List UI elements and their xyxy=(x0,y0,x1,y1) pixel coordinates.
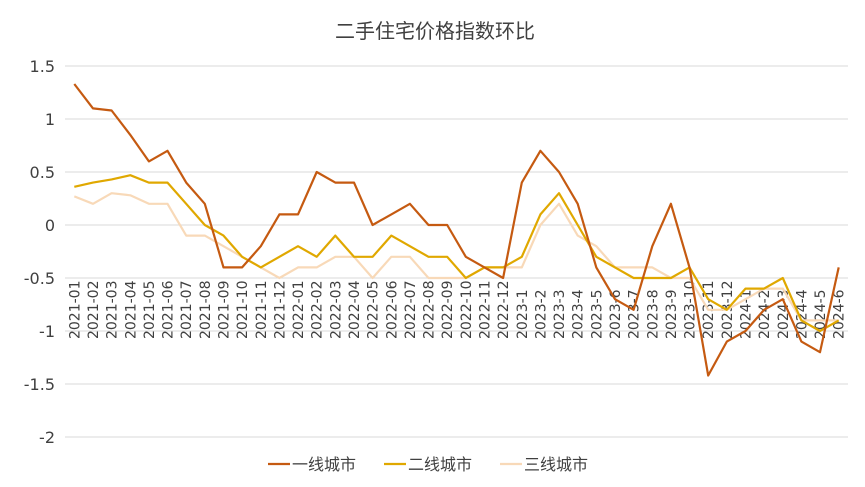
series-line xyxy=(73,192,839,322)
y-axis-ticks: 1.5 1 0.5 0 -0.5 -1 -1.5 -2 xyxy=(24,57,55,447)
x-tick-label: 2021-07 xyxy=(179,281,195,340)
x-tick-label: 2024-6 xyxy=(832,289,848,339)
y-tick-label: -1.5 xyxy=(24,375,55,394)
legend-label: 二线城市 xyxy=(408,455,472,474)
x-tick-label: 2023-8 xyxy=(645,289,661,339)
x-tick-label: 2022-10 xyxy=(459,281,475,339)
y-tick-label: 0.5 xyxy=(30,163,55,182)
x-tick-label: 2023-1 xyxy=(515,289,531,339)
x-tick-label: 2023-3 xyxy=(552,289,568,339)
x-tick-label: 2021-10 xyxy=(235,281,251,340)
x-tick-label: 2024-4 xyxy=(794,289,810,339)
x-tick-label: 2023-4 xyxy=(571,289,587,339)
x-tick-label: 2021-04 xyxy=(123,280,139,339)
x-tick-label: 2023-2 xyxy=(533,289,549,339)
x-tick-label: 2022-04 xyxy=(347,280,363,339)
y-tick-label: 0 xyxy=(45,216,55,235)
x-tick-label: 2022-11 xyxy=(477,281,493,340)
grid-lines xyxy=(65,65,848,438)
x-tick-label: 2022-09 xyxy=(440,281,456,340)
chart-title: 二手住宅价格指数环比 xyxy=(335,19,535,43)
x-tick-label: 2021-03 xyxy=(105,281,121,340)
y-tick-label: 1 xyxy=(45,110,55,129)
series-line xyxy=(74,174,840,333)
x-tick-label: 2023-5 xyxy=(589,289,605,339)
series-lines xyxy=(73,83,840,377)
y-tick-label: -0.5 xyxy=(24,269,55,288)
legend-label: 三线城市 xyxy=(524,455,588,474)
x-axis-ticks: 2021-01 2021-02 2021-03 2021-04 2021-05 2021-… xyxy=(67,280,847,339)
x-tick-label: 2024-2 xyxy=(757,289,773,339)
x-tick-label: 2021-09 xyxy=(216,281,232,340)
x-tick-label: 2021-08 xyxy=(198,281,214,340)
x-tick-label: 2022-03 xyxy=(328,281,344,340)
x-tick-label: 2022-12 xyxy=(496,280,512,339)
x-tick-label: 2021-05 xyxy=(142,281,158,340)
x-tick-label: 2022-08 xyxy=(422,281,438,340)
legend-label: 一线城市 xyxy=(292,455,356,474)
x-tick-label: 2021-11 xyxy=(254,281,270,340)
y-tick-label: -1 xyxy=(39,322,55,341)
legend: 一线城市 二线城市 三线城市 xyxy=(268,455,588,474)
x-tick-label: 2021-02 xyxy=(86,281,102,340)
x-tick-label: 2023-9 xyxy=(664,289,680,339)
x-tick-label: 2022-06 xyxy=(384,280,400,339)
x-tick-label: 2022-07 xyxy=(403,281,419,340)
x-tick-label: 2022-05 xyxy=(366,281,382,340)
x-tick-label: 2022-01 xyxy=(291,281,307,340)
x-tick-label: 2022-02 xyxy=(310,281,326,340)
x-tick-label: 2021-06 xyxy=(161,280,177,339)
y-tick-label: -2 xyxy=(39,428,55,447)
x-tick-label: 2021-01 xyxy=(67,281,83,340)
series-line xyxy=(73,83,840,377)
x-tick-label: 2023-6 xyxy=(608,289,624,339)
x-tick-label: 2023-7 xyxy=(627,289,643,339)
x-tick-label: 2021-12 xyxy=(272,281,288,340)
y-tick-label: 1.5 xyxy=(30,57,55,76)
